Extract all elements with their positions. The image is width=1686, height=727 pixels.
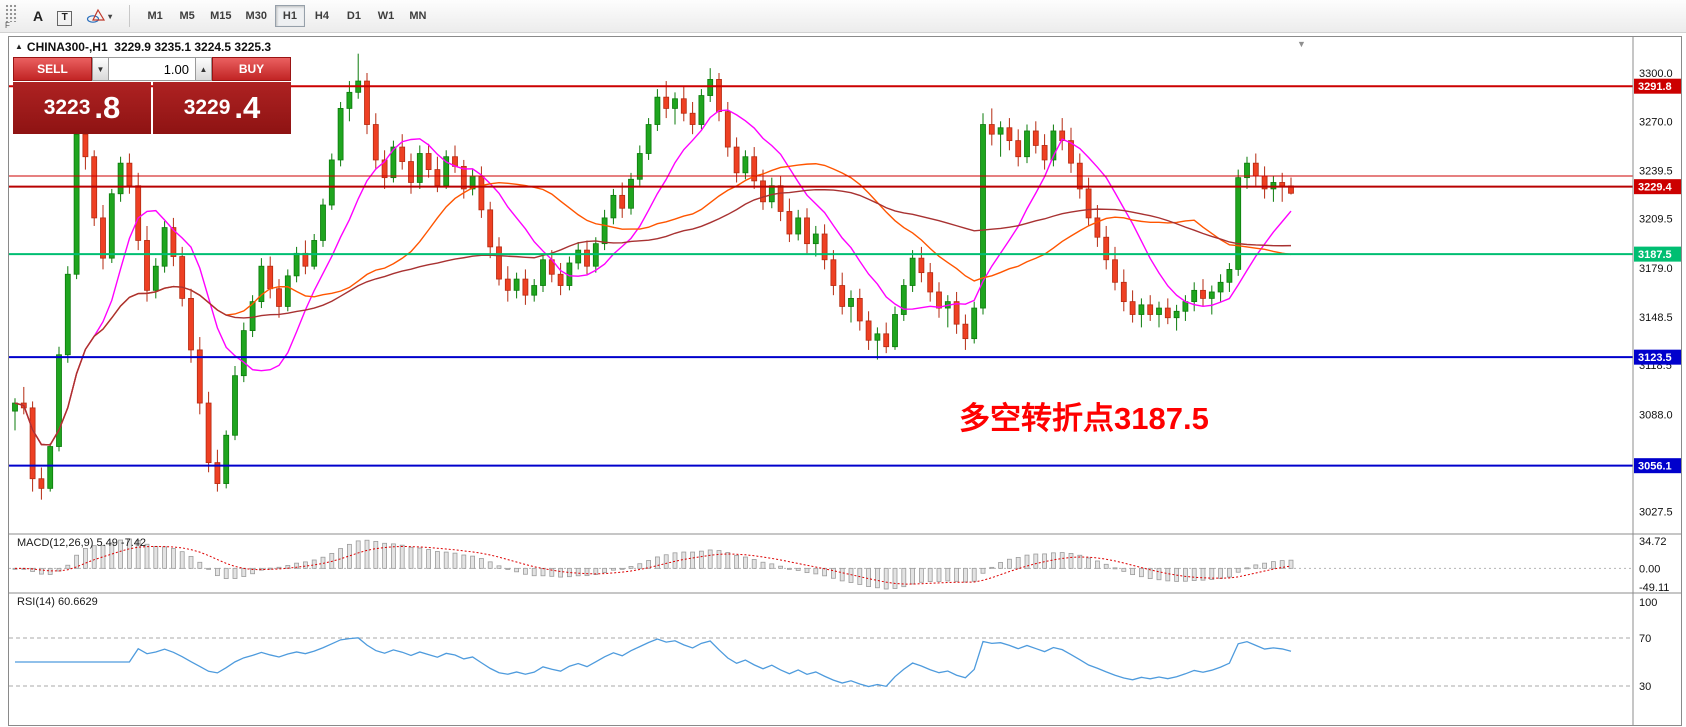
rsi-axis-labels: 100 70 30 (1639, 597, 1657, 693)
timeframe-M5[interactable]: M5 (172, 5, 202, 27)
svg-text:34.72: 34.72 (1639, 536, 1667, 548)
timeframe-W1[interactable]: W1 (371, 5, 401, 27)
svg-text:3123.5: 3123.5 (1638, 352, 1672, 364)
volume-increase-button[interactable]: ▲ (195, 57, 212, 81)
svg-text:3209.5: 3209.5 (1639, 214, 1673, 226)
label-tool-button[interactable]: T (50, 5, 79, 28)
svg-text:3291.8: 3291.8 (1638, 81, 1672, 93)
chart-canvas[interactable]: 3300.03270.03239.53209.53179.03148.53118… (9, 37, 1681, 725)
timeframe-bar: M1 M5 M15 M30 H1 H4 D1 W1 MN (140, 5, 433, 27)
chart-ohlc-info: ▲ CHINA300-,H1 3229.9 3235.1 3224.5 3225.… (15, 40, 271, 54)
chevron-down-icon: ▼ (96, 64, 105, 74)
macd-axis-labels: 34.72 0.00 -49.11 (1639, 536, 1669, 594)
price-badge: 3123.5 (1634, 349, 1681, 365)
timeframe-M15[interactable]: M15 (204, 5, 237, 27)
chart-window: 3300.0 3270.0 3239.5 3209.5 3179.0 3148.5 3118… (8, 36, 1682, 726)
chart-shift-marker[interactable]: ▼ (1297, 39, 1306, 49)
price-badge: 3229.4 (1634, 179, 1681, 195)
price-axis-ticks: 3300.03270.03239.53209.53179.03148.53118… (1639, 68, 1673, 519)
toolbar: F A T ▾ M1 M5 M15 M30 H1 H4 D1 W1 MN (0, 0, 1686, 33)
toolbar-drag-handle[interactable]: F (5, 4, 18, 30)
svg-text:3187.5: 3187.5 (1638, 249, 1672, 261)
buy-price-main: 3229 (183, 96, 231, 119)
sell-price-pips: .8 (94, 90, 121, 125)
svg-text:3179.0: 3179.0 (1639, 263, 1673, 275)
trade-controls-row: SELL ▼ ▲ BUY (13, 57, 291, 81)
timeframe-M1[interactable]: M1 (140, 5, 170, 27)
ma-60-line (14, 188, 1292, 446)
rsi-line (15, 637, 1292, 688)
svg-text:3056.1: 3056.1 (1638, 461, 1672, 473)
chevron-down-icon: ▾ (108, 11, 113, 21)
trade-prices-row: 3223 .8 3229 .4 (13, 82, 291, 134)
sell-button[interactable]: SELL (13, 57, 92, 81)
timeframe-H4[interactable]: H4 (307, 5, 337, 27)
shapes-tool-button[interactable]: ▾ (79, 6, 119, 26)
buy-price-pips: .4 (234, 90, 261, 125)
svg-text:3239.5: 3239.5 (1639, 165, 1673, 177)
svg-text:3088.0: 3088.0 (1639, 409, 1673, 421)
volume-decrease-button[interactable]: ▼ (92, 57, 109, 81)
macd-signal-line (14, 545, 1292, 585)
toolbar-handle-label: F (5, 21, 10, 30)
svg-text:3148.5: 3148.5 (1639, 312, 1673, 324)
one-click-trading-panel: SELL ▼ ▲ BUY 3223 .8 3229 .4 (13, 57, 291, 134)
symbol-ohlc-text: CHINA300-,H1 3229.9 3235.1 3224.5 3225.3 (26, 40, 272, 54)
svg-text:3300.0: 3300.0 (1639, 68, 1673, 80)
buy-price[interactable]: 3229 .4 (153, 82, 291, 134)
sell-price[interactable]: 3223 .8 (13, 82, 151, 134)
shapes-icon (87, 8, 106, 23)
sell-price-main: 3223 (43, 96, 91, 119)
svg-text:0.00: 0.00 (1639, 563, 1660, 575)
drag-dots-icon (5, 4, 18, 22)
timeframe-D1[interactable]: D1 (339, 5, 369, 27)
price-badge: 3187.5 (1634, 246, 1681, 262)
timeframe-M30[interactable]: M30 (240, 5, 273, 27)
svg-text:3027.5: 3027.5 (1639, 507, 1673, 519)
chart-annotation[interactable]: 多空转折点3187.5 (959, 401, 1209, 436)
svg-text:3229.4: 3229.4 (1638, 182, 1673, 194)
chevron-up-icon: ▲ (199, 64, 208, 74)
label-tool-icon: T (57, 10, 73, 26)
toolbar-separator (129, 5, 131, 27)
svg-text:70: 70 (1639, 633, 1651, 645)
text-tool-button[interactable]: A (26, 6, 50, 26)
ma-10-line (14, 109, 1292, 446)
collapse-toggle-icon[interactable]: ▲ (15, 42, 23, 51)
price-badge: 3056.1 (1634, 458, 1681, 474)
timeframe-MN[interactable]: MN (403, 5, 433, 27)
svg-text:-49.11: -49.11 (1639, 582, 1669, 594)
svg-text:100: 100 (1639, 597, 1657, 609)
rsi-label: RSI(14) 60.6629 (17, 596, 98, 608)
buy-button[interactable]: BUY (212, 57, 291, 81)
macd-label: MACD(12,26,9) 5.49 -7.42 (17, 537, 147, 549)
svg-text:30: 30 (1639, 681, 1651, 693)
svg-text:3270.0: 3270.0 (1639, 116, 1673, 128)
price-badge: 3291.8 (1634, 78, 1681, 94)
macd-histogram (12, 538, 1294, 590)
volume-input[interactable] (109, 57, 195, 81)
timeframe-H1[interactable]: H1 (274, 5, 305, 27)
